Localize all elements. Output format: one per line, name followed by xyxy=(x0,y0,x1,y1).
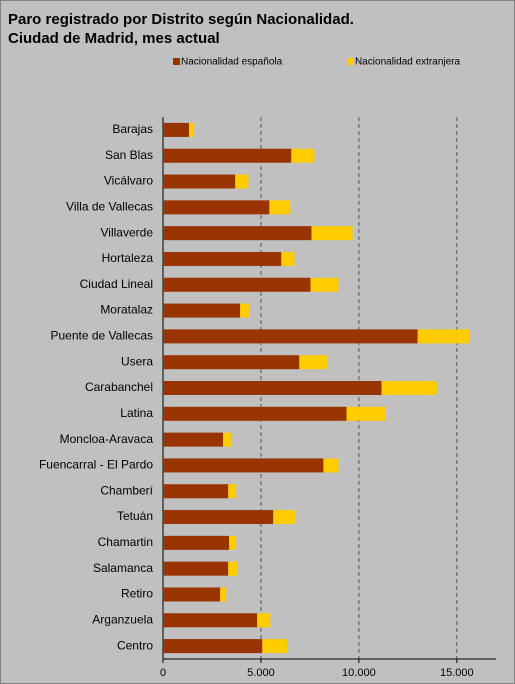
bar-segment xyxy=(163,200,270,215)
bar-segment xyxy=(257,613,271,628)
bar-segment xyxy=(163,432,224,447)
bar-segment xyxy=(163,226,312,241)
bar-segment xyxy=(163,122,190,137)
y-tick-label: Moncloa-Aravaca xyxy=(60,432,154,446)
y-tick-label: Retiro xyxy=(121,587,153,601)
bar-segment xyxy=(381,381,437,395)
bar-segment xyxy=(163,458,324,473)
x-tick-label: 0 xyxy=(160,667,166,679)
bar-segment xyxy=(346,406,386,421)
bar-segment xyxy=(228,561,238,576)
y-tick-label: Villaverde xyxy=(101,225,154,239)
bar-segment xyxy=(163,303,241,318)
y-tick-label: Fuencarral - El Pardo xyxy=(39,458,153,472)
bar-segment xyxy=(229,535,237,550)
y-tick-label: Chamberí xyxy=(100,483,153,497)
bar-segment xyxy=(163,587,221,602)
bar-segment xyxy=(163,484,229,499)
bar-segment xyxy=(163,251,282,266)
y-tick-label: Carabanchel xyxy=(85,380,153,394)
bar-segment xyxy=(299,355,328,370)
bar-segment xyxy=(311,226,353,241)
bar-segment xyxy=(163,329,418,344)
y-tick-label: Puente de Vallecas xyxy=(50,329,153,343)
bar-segment xyxy=(163,561,229,576)
y-tick-label: Vicálvaro xyxy=(104,174,153,188)
y-tick-label: Moratalaz xyxy=(100,303,153,317)
legend-swatch xyxy=(173,58,180,65)
y-tick-label: Usera xyxy=(121,354,153,368)
x-tick-label: 10.000 xyxy=(342,667,376,679)
bar-segment xyxy=(163,613,258,628)
bar-segment xyxy=(220,587,227,602)
chart-title: Ciudad de Madrid, mes actual xyxy=(8,30,220,47)
bar-segment xyxy=(281,251,295,266)
bar-segment xyxy=(262,639,288,654)
bar-segment xyxy=(163,639,263,654)
y-tick-label: Ciudad Lineal xyxy=(80,277,153,291)
y-tick-label: Hortaleza xyxy=(102,251,154,265)
bar-segment xyxy=(417,329,470,344)
bar-segment xyxy=(163,535,230,550)
bar-segment xyxy=(163,510,274,525)
y-tick-label: Centro xyxy=(117,638,153,652)
x-tick-label: 5.000 xyxy=(247,667,275,679)
bar-segment xyxy=(163,277,311,292)
bar-segment xyxy=(323,458,339,473)
bar-segment xyxy=(163,174,236,189)
bar-segment xyxy=(163,355,300,370)
legend-label: Nacionalidad extranjera xyxy=(355,57,461,68)
y-tick-label: Tetuán xyxy=(117,509,153,523)
x-tick-label: 15.000 xyxy=(440,667,474,679)
bar-segment xyxy=(189,122,195,137)
bar-segment xyxy=(291,148,315,163)
y-tick-label: Salamanca xyxy=(93,561,153,575)
bar-segment xyxy=(273,510,296,525)
y-tick-label: Chamartin xyxy=(98,535,153,549)
bar-segment xyxy=(163,381,382,395)
legend-swatch xyxy=(347,58,354,65)
y-tick-label: Latina xyxy=(120,406,153,420)
bar-segment xyxy=(235,174,249,189)
bar-segment xyxy=(163,406,347,421)
y-tick-label: Villa de Vallecas xyxy=(66,200,153,214)
bar-segment xyxy=(269,200,291,215)
bar-segment xyxy=(163,148,292,163)
bar-segment xyxy=(240,303,250,318)
y-tick-label: San Blas xyxy=(105,148,153,162)
bar-segment xyxy=(223,432,232,447)
bar-segment xyxy=(310,277,339,292)
chart-title: Paro registrado por Distrito según Nacio… xyxy=(8,11,354,28)
y-tick-label: Arganzuela xyxy=(92,612,153,626)
bar-segment xyxy=(228,484,237,499)
y-tick-label: Barajas xyxy=(112,122,153,136)
legend-label: Nacionalidad española xyxy=(181,57,283,68)
